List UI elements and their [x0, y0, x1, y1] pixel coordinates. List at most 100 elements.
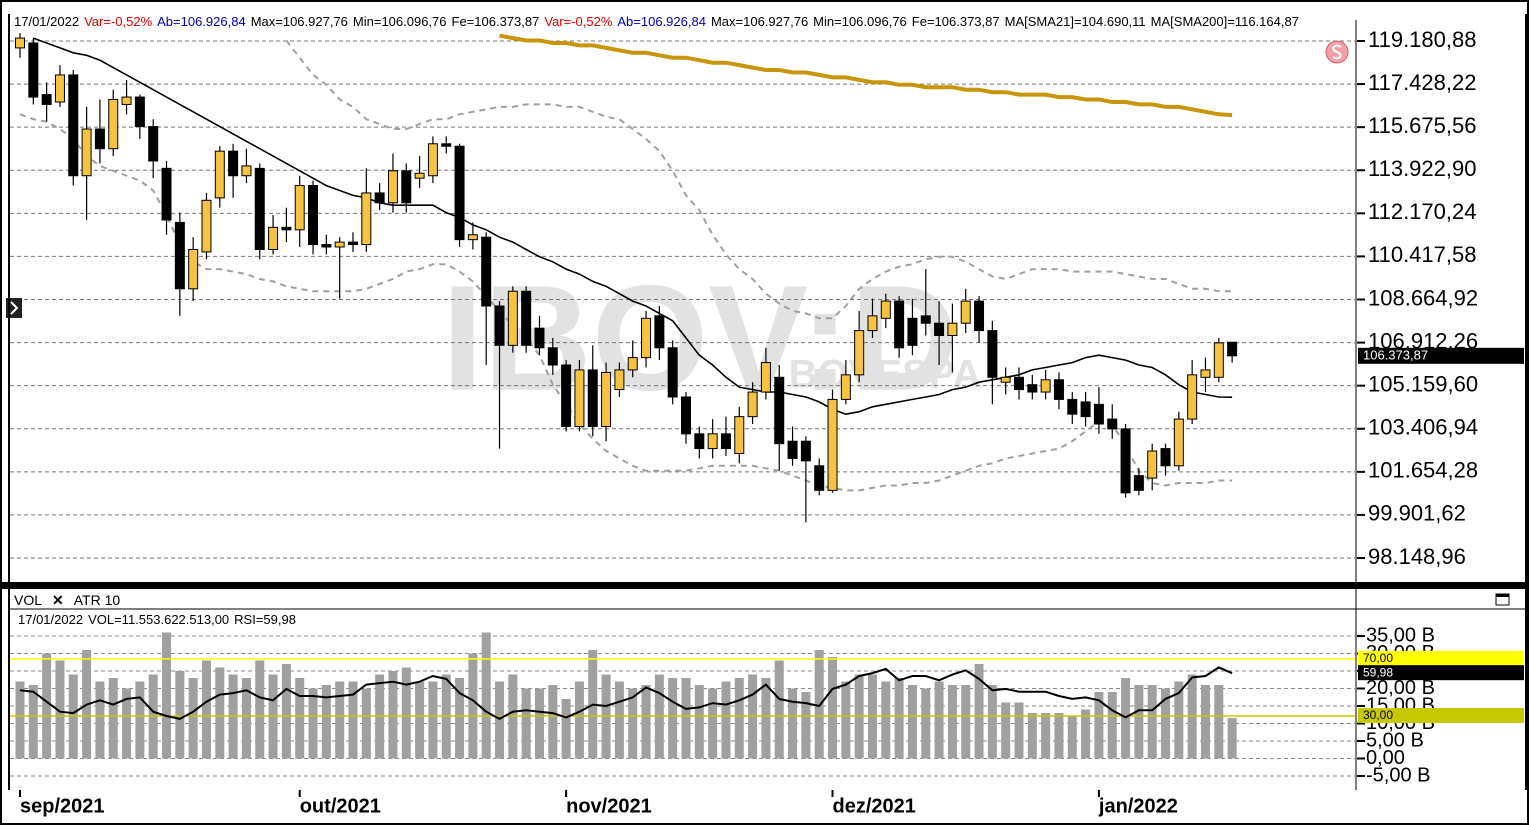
volume-bar	[881, 681, 891, 759]
readout-item: Fe=106.373,87	[911, 14, 1000, 29]
candle-body	[947, 322, 958, 337]
volume-axis: 35,00 B30,00 B25,00 B20,00 B15,00 B10,00…	[1357, 624, 1524, 786]
volume-bar	[721, 681, 731, 759]
candle-body	[1014, 376, 1024, 391]
candle-body	[774, 376, 785, 445]
candle-body	[15, 37, 25, 49]
candle-body	[81, 128, 92, 177]
volume-bar	[401, 667, 411, 759]
candle-body	[68, 74, 79, 177]
candle-body	[574, 369, 585, 427]
header-readout: 17/01/2022 Var=-0,52% Ab=106.926,84 Max=106…	[14, 14, 1299, 29]
candle-body	[241, 165, 252, 177]
volume-bar	[1134, 685, 1144, 759]
volume-bar	[122, 688, 132, 759]
candle-body	[174, 221, 185, 290]
candle-body	[1147, 450, 1158, 479]
lower-readout: 17/01/2022 VOL=11.553.622.513,00 RSI=59,98	[18, 612, 296, 627]
volume-bar	[281, 664, 291, 759]
volume-bar	[961, 685, 971, 759]
volume-bar	[894, 678, 904, 759]
volume-bar	[55, 660, 65, 759]
candle-body	[1187, 374, 1198, 420]
volume-bar	[1161, 688, 1171, 759]
candle-body	[1133, 475, 1144, 491]
candle-body	[54, 74, 65, 103]
volume-bar	[1067, 716, 1077, 759]
readout-item: Max=106.927,76	[710, 14, 809, 29]
volume-bar	[974, 664, 984, 759]
candle-body	[681, 396, 691, 435]
candle-body	[1173, 418, 1184, 467]
candle-body	[667, 347, 678, 398]
candle-body	[94, 128, 105, 150]
candle-body	[281, 226, 292, 231]
volume-bar	[308, 688, 318, 759]
volume-bar	[521, 688, 531, 759]
candle-body	[321, 244, 332, 248]
indicator-line	[499, 33, 1233, 118]
candle-body	[1120, 428, 1131, 494]
volume-bar	[801, 692, 811, 759]
volume-bar	[108, 678, 118, 759]
y-tick-label: 20,00 B	[1366, 677, 1435, 699]
side-arrow-icon	[10, 301, 19, 315]
volume-bar	[1200, 685, 1210, 759]
candle-body	[348, 241, 358, 246]
candle-body	[934, 322, 945, 337]
candle-body	[1200, 369, 1211, 378]
candle-body	[587, 369, 598, 427]
volume-bar	[455, 678, 465, 759]
y-tick-label: 108.664,92	[1368, 285, 1478, 310]
candle-body	[707, 433, 718, 450]
y-tick-label: 99.901,62	[1368, 501, 1466, 526]
x-tick-label: sep/2021	[20, 795, 105, 817]
candle-body	[894, 300, 905, 349]
volume-bar	[921, 688, 931, 759]
indicator-tab[interactable]: ATR 10	[73, 592, 121, 608]
volume-bar	[42, 653, 52, 759]
candle-body	[734, 416, 745, 455]
candle-body	[507, 290, 518, 346]
close-icon[interactable]: ✕	[52, 592, 64, 608]
window-icon-bar	[1496, 594, 1509, 597]
rsi-level-tag	[1358, 650, 1524, 666]
volume-bar	[774, 660, 784, 759]
volume-bar	[708, 688, 718, 759]
y-tick-label: 105.159,60	[1368, 371, 1478, 396]
volume-bar	[1107, 692, 1117, 759]
readout-item: Fe=106.373,87	[451, 14, 540, 29]
candle-body	[1040, 379, 1051, 393]
y-tick-label: 103.406,94	[1368, 415, 1478, 440]
volume-bar	[681, 678, 691, 759]
volume-bar	[1094, 692, 1104, 759]
volume-bar	[1081, 709, 1091, 759]
panel-separator	[0, 582, 1529, 589]
indicator-line	[33, 37, 1233, 416]
volume-bar	[428, 681, 438, 759]
candle-body	[800, 440, 811, 462]
volume-bar	[348, 681, 358, 759]
x-tick-label: dez/2021	[833, 795, 916, 817]
candle-body	[627, 357, 638, 371]
readout-item: MA[SMA200]=116.164,87	[1150, 14, 1299, 29]
candle-body	[760, 362, 771, 393]
candle-body	[481, 236, 492, 307]
volume-bar	[215, 667, 225, 759]
volume-bar	[388, 671, 398, 759]
volume-bar	[201, 660, 211, 759]
volume-bar	[934, 681, 944, 759]
volume-bar	[95, 681, 105, 759]
candle-body	[28, 42, 39, 98]
x-tick-label: nov/2021	[566, 795, 652, 817]
candle-body	[561, 364, 572, 427]
volume-bar	[548, 685, 558, 759]
volume-bar	[255, 660, 265, 759]
indicator-tab[interactable]: VOL	[14, 592, 43, 608]
candle-body	[1053, 379, 1064, 400]
candle-body	[268, 226, 279, 250]
volume-bar	[321, 685, 331, 759]
indicator-line	[19, 113, 1233, 492]
candle-body	[907, 317, 918, 346]
